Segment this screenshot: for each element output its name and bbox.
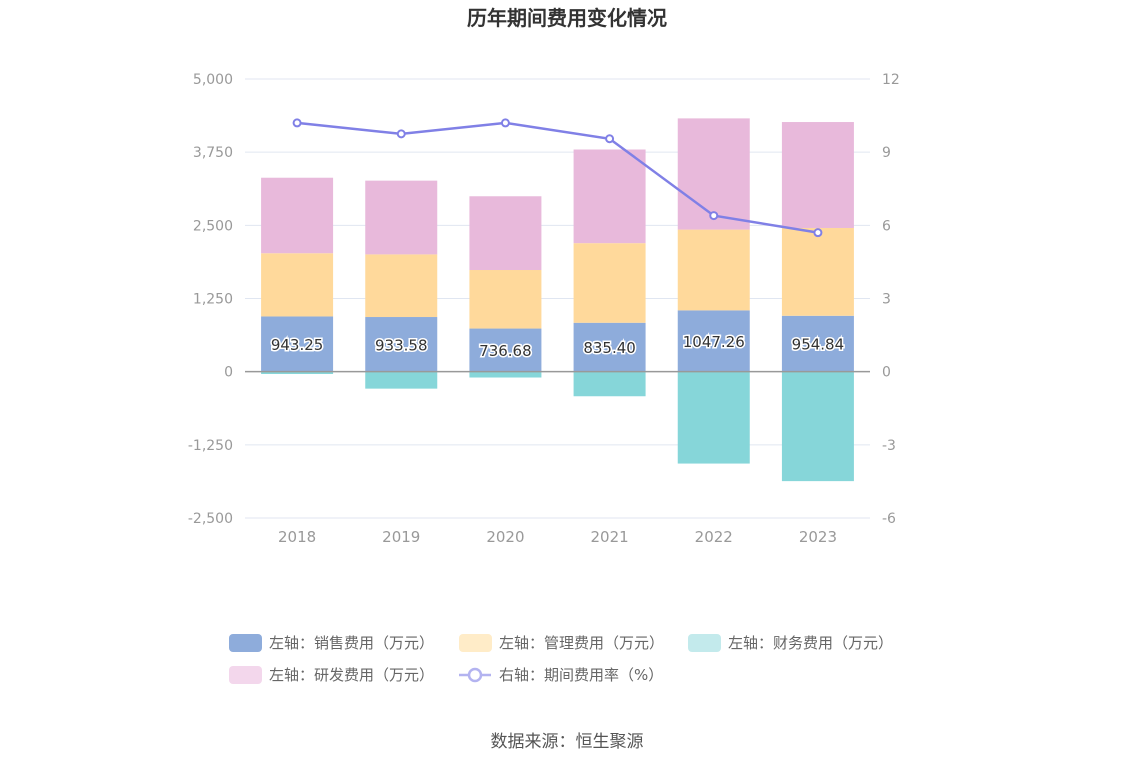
bar-3-2022	[677, 118, 750, 230]
left-tick-label: -2,500	[188, 511, 233, 527]
left-axis-ticks: 5,000 3,750 2,500 1,250 0 -1,250 -2,500	[188, 72, 233, 527]
legend-circle-icon	[467, 667, 483, 683]
x-tick-label: 2020	[486, 528, 524, 546]
legend-item-4[interactable]: 右轴：期间费用率（%）	[459, 666, 663, 684]
bar-0-2022	[677, 310, 750, 372]
bar-0-2021	[573, 322, 646, 372]
data-labels: 943.25 933.58 736.68 835.40 1047.26 954.84	[269, 332, 845, 362]
left-tick-label: -1,250	[188, 438, 233, 454]
legend-swatch	[229, 666, 262, 684]
right-tick-label: 6	[882, 218, 891, 234]
data-label: 933.58	[375, 336, 428, 354]
rate-point-2018	[292, 118, 302, 128]
grid-lines	[245, 78, 870, 519]
rate-point-2022	[709, 211, 719, 221]
legend: 左轴：销售费用（万元） 左轴：管理费用（万元） 左轴：财务费用（万元） 左轴：研发费用…	[229, 634, 893, 684]
bar-0-2018	[261, 316, 334, 372]
legend-label: 左轴：研发费用（万元）	[269, 666, 434, 684]
x-tick-label: 2023	[799, 528, 837, 546]
bar-1-2019	[365, 254, 438, 318]
bar-1-2021	[573, 243, 646, 323]
source-note: 数据来源：恒生聚源	[491, 732, 644, 752]
right-axis-ticks: 12 9 6 3 0 -3 -6	[882, 72, 900, 527]
x-axis-ticks: 2018 2019 2020 2021 2022 2023	[278, 528, 837, 546]
bar-series	[261, 118, 854, 482]
rate-point-2019	[396, 129, 406, 139]
x-tick-label: 2018	[278, 528, 316, 546]
right-tick-label: 9	[882, 145, 891, 161]
legend-swatch	[229, 634, 262, 652]
bar-2-2020	[469, 371, 542, 378]
bar-2-2021	[573, 371, 646, 397]
x-tick-label: 2021	[590, 528, 628, 546]
left-tick-label: 5,000	[193, 72, 233, 88]
bar-3-2019	[365, 180, 438, 255]
left-tick-label: 2,500	[193, 218, 233, 234]
bar-2-2018	[261, 371, 334, 375]
bar-2-2023	[781, 371, 854, 482]
x-tick-label: 2019	[382, 528, 420, 546]
bar-3-2020	[469, 196, 542, 271]
legend-swatch	[688, 634, 721, 652]
bar-3-2021	[573, 149, 646, 244]
bar-2-2019	[365, 371, 438, 389]
right-tick-label: -6	[882, 511, 896, 527]
chart-title: 历年期间费用变化情况	[467, 6, 667, 30]
data-label: 954.84	[792, 336, 845, 354]
right-tick-label: 0	[882, 365, 891, 381]
data-label: 736.68	[479, 342, 532, 360]
left-tick-label: 3,750	[193, 145, 233, 161]
legend-swatch	[459, 634, 492, 652]
legend-label: 左轴：管理费用（万元）	[499, 634, 664, 652]
left-tick-label: 0	[224, 365, 233, 381]
rate-point-2020	[500, 118, 510, 128]
legend-item-1[interactable]: 左轴：管理费用（万元）	[459, 634, 664, 652]
data-label: 835.40	[583, 339, 636, 357]
rate-line	[296, 121, 819, 234]
legend-label: 右轴：期间费用率（%）	[499, 666, 663, 684]
data-label: 943.25	[271, 336, 324, 354]
legend-label: 左轴：财务费用（万元）	[728, 634, 893, 652]
bar-0-2020	[469, 328, 542, 372]
data-label: 1047.26	[683, 333, 745, 351]
left-tick-label: 1,250	[193, 292, 233, 308]
line-series	[292, 118, 823, 238]
bar-0-2023	[781, 315, 854, 372]
legend-item-2[interactable]: 左轴：财务费用（万元）	[688, 634, 893, 652]
bar-1-2018	[261, 253, 334, 317]
bar-1-2023	[781, 227, 854, 316]
bar-1-2022	[677, 229, 750, 311]
bar-3-2018	[261, 177, 334, 254]
bar-2-2022	[677, 371, 750, 464]
rate-point-2023	[813, 228, 823, 238]
bar-1-2020	[469, 270, 542, 329]
bar-3-2023	[781, 122, 854, 228]
right-tick-label: 3	[882, 292, 891, 308]
rate-point-2021	[605, 134, 615, 144]
right-tick-label: 12	[882, 72, 900, 88]
legend-label: 左轴：销售费用（万元）	[269, 634, 434, 652]
right-tick-label: -3	[882, 438, 896, 454]
x-tick-label: 2022	[695, 528, 733, 546]
legend-item-3[interactable]: 左轴：研发费用（万元）	[229, 666, 434, 684]
bar-0-2019	[365, 317, 438, 372]
legend-item-0[interactable]: 左轴：销售费用（万元）	[229, 634, 434, 652]
